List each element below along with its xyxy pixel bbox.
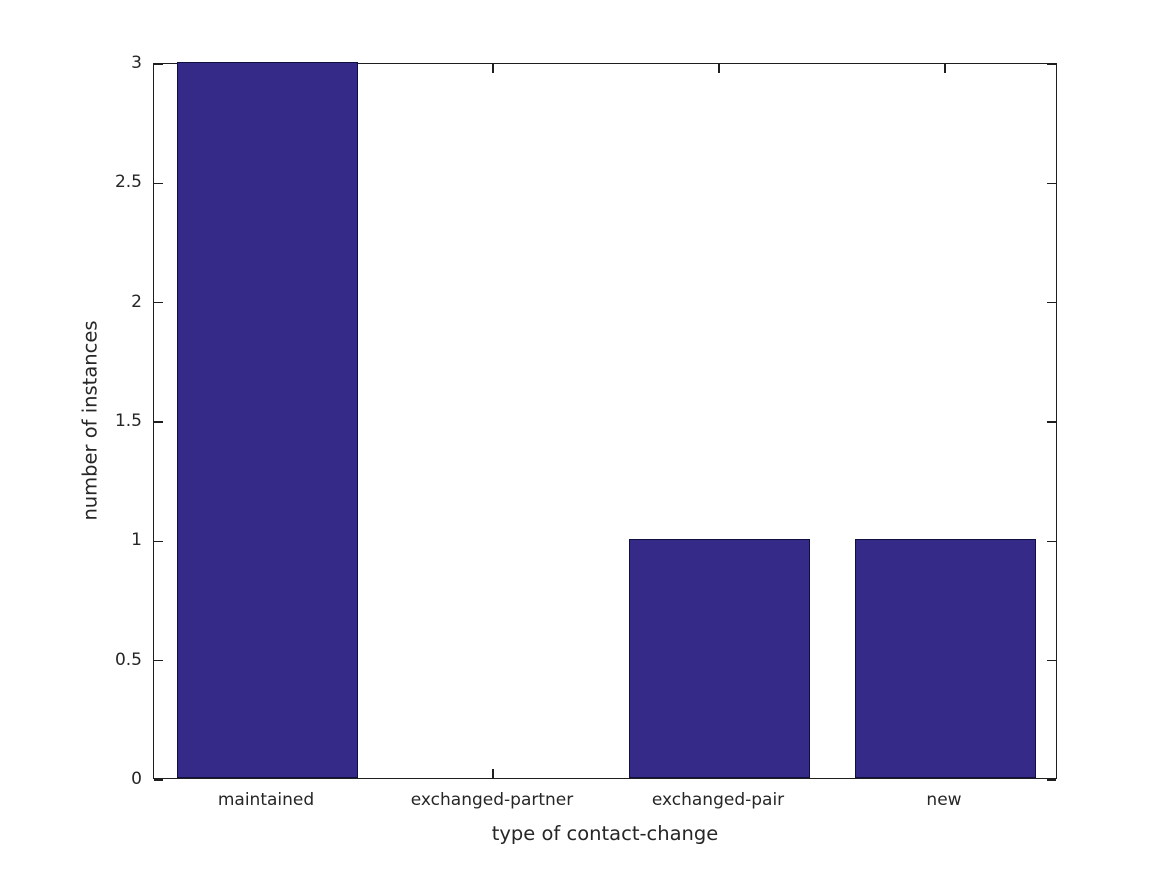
y-axis-tick xyxy=(1047,540,1056,543)
y-axis-tick xyxy=(154,63,163,65)
y-axis-tick xyxy=(154,421,163,423)
y-tick-label: 2 xyxy=(131,291,142,312)
y-axis-tick xyxy=(154,779,163,781)
y-tick-label: 3 xyxy=(131,53,142,73)
y-axis-tick xyxy=(1047,421,1056,423)
y-tick-label: 0.5 xyxy=(114,649,142,670)
x-axis-tick xyxy=(492,64,494,73)
y-tick-label: 2.5 xyxy=(114,172,142,193)
y-axis-tick xyxy=(1047,301,1056,304)
y-axis-tick xyxy=(154,182,163,185)
y-tick-label: 1 xyxy=(131,530,142,551)
y-axis-tick xyxy=(1047,63,1056,65)
y-axis-tick xyxy=(154,659,163,662)
y-axis-tick xyxy=(154,540,163,543)
y-tick-label: 1.5 xyxy=(114,411,142,431)
y-tick-label: 0 xyxy=(131,769,142,789)
bar-new xyxy=(854,539,1036,778)
x-axis-tick xyxy=(944,64,946,73)
x-tick-label: exchanged-pair xyxy=(651,790,785,810)
x-axis-tick xyxy=(718,64,720,73)
plot-area xyxy=(153,62,1057,781)
x-tick-label: new xyxy=(926,790,962,810)
y-axis-tick xyxy=(154,301,163,304)
bar-maintained xyxy=(176,62,358,778)
y-axis-tick xyxy=(1047,659,1056,662)
x-tick-label: maintained xyxy=(217,790,315,810)
y-axis-tick xyxy=(1047,182,1056,185)
bar-exchanged-pair xyxy=(628,539,810,778)
x-tick-label: exchanged-partner xyxy=(410,790,574,810)
y-axis-tick xyxy=(1047,779,1056,781)
x-axis-tick xyxy=(492,769,494,778)
x-axis-label: type of contact-change xyxy=(491,822,719,845)
